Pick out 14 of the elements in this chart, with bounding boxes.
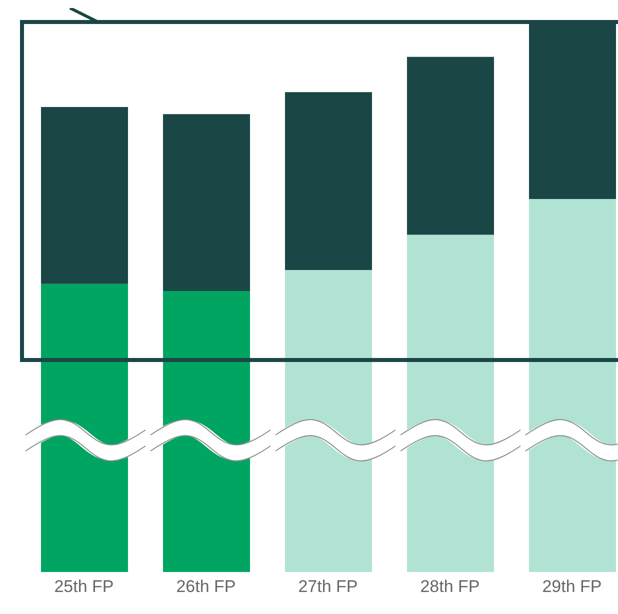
x-tick-label: 25th FP	[54, 577, 114, 596]
x-tick-label: 27th FP	[298, 577, 358, 596]
bar	[285, 92, 372, 270]
bar	[163, 114, 250, 291]
bar	[529, 198, 616, 572]
bar	[285, 270, 372, 572]
x-tick-label: 28th FP	[420, 577, 480, 596]
x-tick-label: 26th FP	[176, 577, 236, 596]
bar	[407, 56, 494, 235]
bar	[41, 284, 128, 572]
x-tick-label: 29th FP	[542, 577, 602, 596]
bar	[407, 234, 494, 572]
bar	[163, 290, 250, 572]
bar	[41, 106, 128, 284]
